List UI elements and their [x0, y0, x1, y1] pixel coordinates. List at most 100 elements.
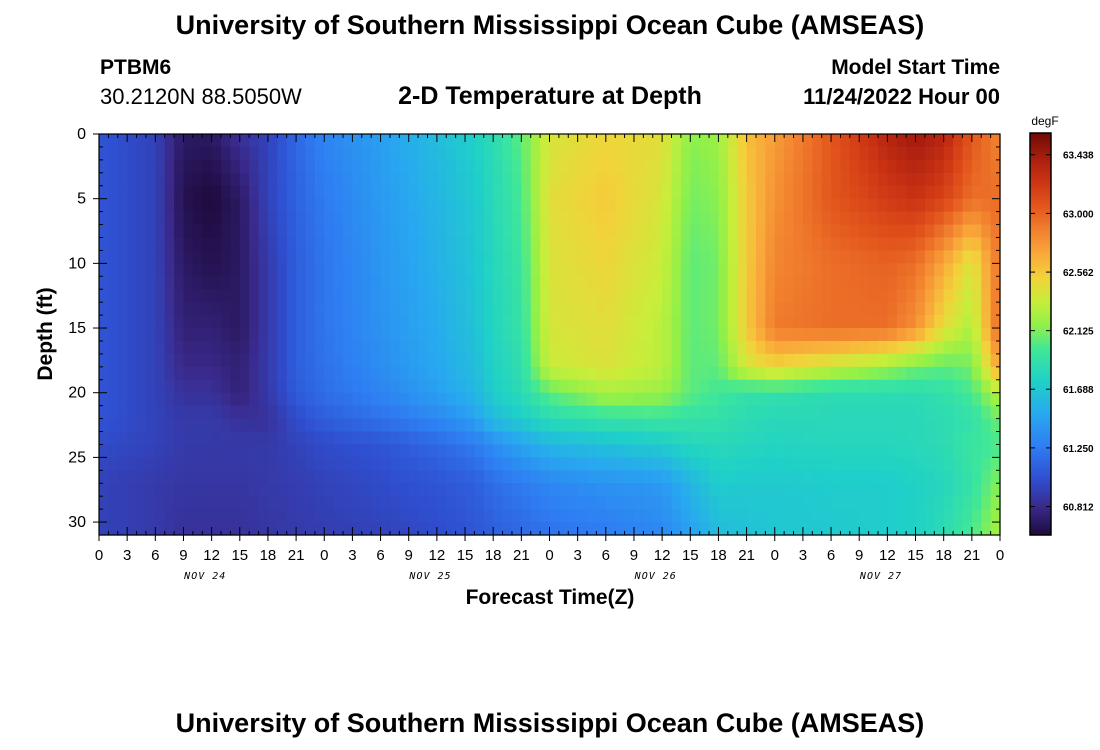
heatmap-cell: [652, 509, 663, 523]
heatmap-cell: [277, 159, 288, 174]
heatmap-cell: [802, 302, 813, 316]
heatmap-cell: [962, 263, 973, 277]
heatmap-cell: [361, 431, 372, 446]
heatmap-cell: [136, 366, 147, 381]
heatmap-cell: [887, 237, 898, 252]
heatmap-cell: [633, 172, 644, 187]
heatmap-cell: [859, 496, 870, 510]
heatmap-cell: [765, 522, 776, 536]
heatmap-cell: [465, 315, 476, 329]
heatmap-cell: [230, 185, 241, 200]
heatmap-cell: [249, 224, 260, 239]
heatmap-cell: [849, 340, 860, 355]
heatmap-cell: [211, 405, 222, 420]
heatmap-cell: [765, 470, 776, 484]
heatmap-cell: [455, 237, 466, 252]
heatmap-cell: [812, 522, 823, 536]
heatmap-cell: [784, 483, 795, 497]
heatmap-cell: [802, 444, 813, 458]
heatmap-cell: [765, 237, 776, 252]
heatmap-cell: [765, 159, 776, 174]
heatmap-cell: [934, 211, 945, 226]
heatmap-cell: [286, 457, 297, 471]
heatmap-cell: [136, 405, 147, 420]
heatmap-cell: [361, 302, 372, 316]
heatmap-cell: [690, 185, 701, 200]
heatmap-cell: [924, 379, 935, 394]
heatmap-cell: [802, 340, 813, 355]
heatmap-cell: [896, 483, 907, 497]
heatmap-cell: [662, 263, 673, 277]
heatmap-cell: [267, 353, 278, 368]
heatmap-cell: [680, 302, 691, 316]
heatmap-cell: [840, 328, 851, 342]
heatmap-cell: [568, 405, 579, 420]
heatmap-cell: [493, 431, 504, 446]
heatmap-cell: [427, 340, 438, 355]
heatmap-cell: [127, 431, 138, 446]
heatmap-cell: [746, 496, 757, 510]
heatmap-cell: [371, 405, 382, 420]
heatmap-cell: [483, 522, 494, 536]
heatmap-cell: [296, 185, 307, 200]
x-tick-label: 0: [771, 547, 779, 564]
heatmap-cell: [962, 379, 973, 394]
heatmap-cell: [709, 418, 720, 433]
heatmap-cell: [511, 483, 522, 497]
heatmap-cell: [305, 146, 316, 161]
heatmap-cell: [324, 263, 335, 277]
heatmap-cell: [136, 340, 147, 355]
heatmap-cell: [718, 509, 729, 523]
heatmap-cell: [727, 392, 738, 407]
heatmap-cell: [305, 483, 316, 497]
heatmap-cell: [568, 431, 579, 446]
heatmap-cell: [530, 276, 541, 290]
heatmap-cell: [765, 496, 776, 510]
heatmap-cell: [155, 263, 166, 277]
heatmap-cell: [521, 405, 532, 420]
heatmap-cell: [765, 302, 776, 316]
heatmap-cell: [174, 483, 185, 497]
heatmap-cell: [436, 198, 447, 213]
heatmap-cell: [784, 470, 795, 484]
heatmap-cell: [277, 353, 288, 368]
heatmap-cell: [699, 263, 710, 277]
heatmap-cell: [690, 198, 701, 213]
heatmap-cell: [361, 237, 372, 252]
heatmap-cell: [540, 211, 551, 226]
heatmap-cell: [474, 379, 485, 394]
heatmap-cell: [953, 315, 964, 329]
heatmap-cell: [314, 134, 325, 148]
heatmap-cell: [455, 366, 466, 381]
heatmap-cell: [258, 470, 269, 484]
heatmap-cell: [305, 522, 316, 536]
heatmap-cell: [915, 353, 926, 368]
heatmap-cell: [887, 159, 898, 174]
heatmap-cell: [831, 328, 842, 342]
heatmap-cell: [990, 211, 1001, 226]
heatmap-cell: [521, 340, 532, 355]
heatmap-cell: [136, 289, 147, 303]
heatmap-cell: [192, 211, 203, 226]
heatmap-cell: [709, 185, 720, 200]
heatmap-cell: [774, 328, 785, 342]
heatmap-cell: [427, 289, 438, 303]
heatmap-cell: [465, 328, 476, 342]
heatmap-cell: [981, 470, 992, 484]
heatmap-cell: [849, 172, 860, 187]
heatmap-cell: [755, 522, 766, 536]
heatmap-cell: [558, 134, 569, 148]
heatmap-cell: [277, 496, 288, 510]
heatmap-cell: [849, 263, 860, 277]
heatmap-cell: [202, 379, 213, 394]
heatmap-cell: [202, 328, 213, 342]
heatmap-cell: [643, 470, 654, 484]
heatmap-cell: [680, 276, 691, 290]
heatmap-cell: [286, 263, 297, 277]
heatmap-cell: [840, 146, 851, 161]
heatmap-cell: [727, 366, 738, 381]
heatmap-cell: [746, 159, 757, 174]
heatmap-cell: [924, 159, 935, 174]
heatmap-cell: [483, 237, 494, 252]
heatmap-cell: [727, 172, 738, 187]
